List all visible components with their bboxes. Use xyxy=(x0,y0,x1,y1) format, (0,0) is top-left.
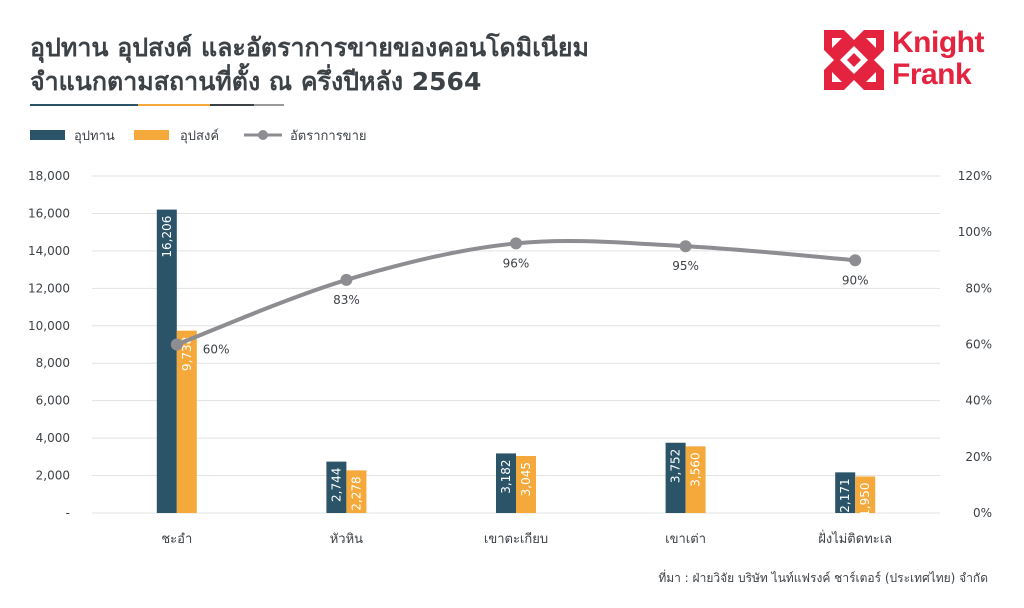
bar-supply xyxy=(496,453,516,513)
y2-tick-label: 80% xyxy=(965,281,992,295)
legend-label-rate: อัตราการขาย xyxy=(290,129,367,144)
bar-label-supply: 16,206 xyxy=(160,216,174,258)
y2-tick-label: 20% xyxy=(965,450,992,464)
y-tick-label: 16,000 xyxy=(28,206,70,220)
legend-label-demand: อุปสงค์ xyxy=(180,128,219,144)
y2-tick-label: 0% xyxy=(973,506,992,520)
bar-label-supply: 3,182 xyxy=(499,459,513,493)
point-rate xyxy=(679,240,692,253)
knight-frank-logo: Knight Frank xyxy=(824,26,994,91)
bar-supply xyxy=(156,209,177,514)
y-tick-label: 12,000 xyxy=(28,281,70,295)
bar-demand xyxy=(346,470,367,513)
legend-swatch-supply xyxy=(30,130,65,140)
source-note: ที่มา : ฝ่ายวิจัย บริษัท ไนท์แฟรงค์ ชาร์… xyxy=(658,571,988,585)
y-tick-label: 10,000 xyxy=(28,319,70,333)
y-tick-label: 4,000 xyxy=(36,431,70,445)
y2-tick-label: 40% xyxy=(965,394,992,408)
point-rate xyxy=(170,338,183,351)
logo-text-line-2: Frank xyxy=(892,58,972,91)
logo-text-line-1: Knight xyxy=(892,26,984,59)
title-underline-segment-4 xyxy=(254,104,284,106)
x-tick-label: หัวหิน xyxy=(330,532,363,547)
y-tick-label: 6,000 xyxy=(36,394,70,408)
x-tick-label: เขาตะเกียบ xyxy=(484,531,548,547)
point-rate xyxy=(849,254,862,267)
legend-marker-rate xyxy=(258,130,268,140)
bar-supply xyxy=(835,472,856,513)
bar-supply xyxy=(326,461,347,513)
point-rate xyxy=(340,273,353,286)
y-tick-label: 2,000 xyxy=(36,469,70,483)
y-tick-label: - xyxy=(66,506,70,520)
legend-label-supply: อุปทาน xyxy=(74,129,115,144)
bar-supply xyxy=(665,442,686,513)
x-tick-label: ชะอำ xyxy=(161,532,192,547)
bar-label-demand: 3,045 xyxy=(519,462,533,496)
title-underline-segment-2 xyxy=(138,104,210,106)
page-title-line-2: จำแนกตามสถานที่ตั้ง ณ ครึ่งปีหลัง 2564 xyxy=(30,67,482,96)
x-tick-label: เขาเต่า xyxy=(665,532,706,547)
bar-label-demand: 2,278 xyxy=(349,476,363,510)
bar-label-demand: 1,950 xyxy=(858,482,872,516)
point-rate xyxy=(510,237,522,250)
y-tick-label: 18,000 xyxy=(28,169,70,183)
bar-demand xyxy=(685,446,706,513)
bar-demand xyxy=(516,455,536,513)
title-underline-segment-3 xyxy=(210,104,254,106)
bar-label-demand: 3,560 xyxy=(689,452,703,486)
y-tick-label: 8,000 xyxy=(36,356,70,370)
bar-demand xyxy=(855,476,876,513)
y2-tick-label: 120% xyxy=(958,169,992,183)
y-tick-label: 14,000 xyxy=(28,244,70,258)
data-label-rate: 90% xyxy=(842,273,869,287)
legend-swatch-demand xyxy=(134,130,169,140)
bar-demand xyxy=(176,330,197,513)
bar-label-supply: 2,171 xyxy=(838,478,852,512)
bar-label-supply: 2,744 xyxy=(329,468,343,502)
bar-label-demand: 9,738 xyxy=(180,337,194,371)
data-label-rate: 95% xyxy=(672,259,699,273)
data-label-rate: 60% xyxy=(203,343,230,357)
page-title-line-1: อุปทาน อุปสงค์ และอัตราการขายของคอนโดมิเ… xyxy=(30,33,589,62)
y2-tick-label: 60% xyxy=(965,338,992,352)
bar-label-supply: 3,752 xyxy=(669,449,683,483)
data-label-rate: 83% xyxy=(333,293,360,307)
title-underline-segment-1 xyxy=(30,104,138,106)
y2-tick-label: 100% xyxy=(958,225,992,239)
data-label-rate: 96% xyxy=(503,256,530,270)
logo-mark-icon xyxy=(824,30,884,90)
x-tick-label: ฝั่งไม่ติดทะเล xyxy=(818,530,892,547)
